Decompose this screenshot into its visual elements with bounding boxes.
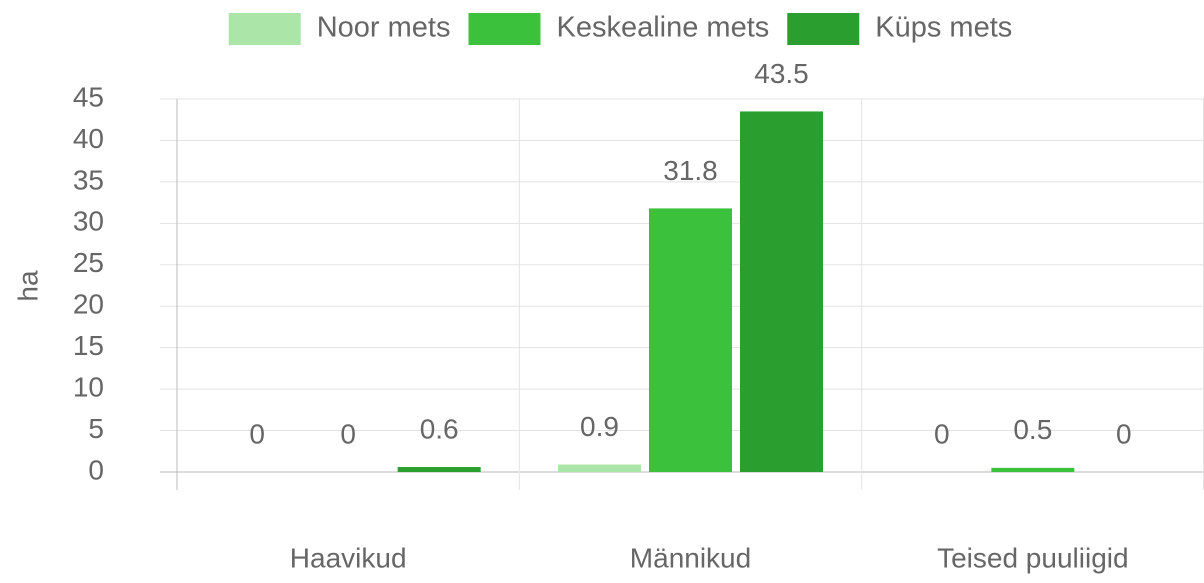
x-tick-label: Männikud bbox=[630, 542, 751, 573]
legend-swatch bbox=[787, 13, 860, 45]
x-tick-label: Teised puuliigid bbox=[937, 542, 1128, 573]
y-tick-label: 45 bbox=[73, 81, 104, 112]
y-tick-label: 10 bbox=[73, 372, 104, 403]
legend-label: Keskealine mets bbox=[556, 12, 769, 44]
y-tick-label: 5 bbox=[88, 413, 104, 444]
value-label: 0.9 bbox=[580, 411, 619, 442]
y-tick-label: 25 bbox=[73, 247, 104, 278]
y-tick-label: 15 bbox=[73, 330, 104, 361]
value-label: 0.6 bbox=[420, 413, 459, 444]
bar bbox=[991, 467, 1075, 472]
value-label: 0 bbox=[1116, 418, 1132, 449]
x-tick-label: Haavikud bbox=[290, 542, 407, 573]
y-axis-label: ha bbox=[12, 270, 43, 302]
bar bbox=[558, 464, 641, 472]
legend-swatch bbox=[468, 13, 541, 45]
y-tick-label: 35 bbox=[73, 164, 104, 195]
bar bbox=[649, 208, 732, 472]
y-tick-label: 30 bbox=[73, 206, 104, 237]
legend-label: Küps mets bbox=[875, 12, 1012, 44]
y-tick-label: 40 bbox=[73, 123, 104, 154]
legend-label: Noor mets bbox=[317, 12, 451, 44]
value-label: 31.8 bbox=[663, 155, 718, 186]
y-tick-label: 20 bbox=[73, 289, 104, 320]
bar bbox=[397, 467, 481, 472]
y-tick-label: 0 bbox=[88, 454, 104, 485]
value-label: 43.5 bbox=[754, 58, 809, 89]
value-label: 0 bbox=[340, 418, 356, 449]
value-label: 0.5 bbox=[1013, 414, 1052, 445]
value-label: 0 bbox=[249, 418, 265, 449]
value-label: 0 bbox=[934, 418, 950, 449]
bar bbox=[740, 111, 823, 472]
legend-swatch bbox=[228, 13, 301, 45]
